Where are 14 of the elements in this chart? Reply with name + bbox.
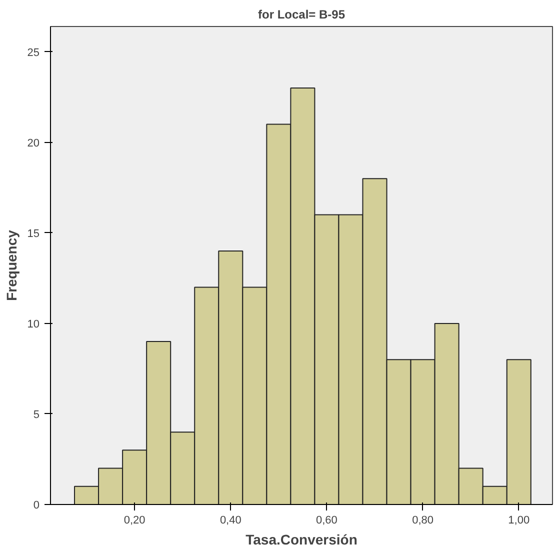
y-tick-label: 5: [33, 408, 40, 421]
x-tick-label: 0,80: [412, 514, 434, 526]
y-tick-label: 0: [33, 500, 40, 512]
y-tick-label: 15: [27, 228, 40, 240]
x-tick-label: 0,40: [220, 514, 242, 526]
chart-title: for Local= B-95: [258, 8, 346, 22]
y-tick-label: 10: [27, 318, 40, 330]
x-tick-label: 1,00: [508, 514, 530, 526]
y-tick-label: 20: [27, 137, 40, 150]
y-tick-label: 25: [27, 46, 40, 59]
y-axis-title: Frequency: [3, 230, 20, 301]
x-tick-label: 0,60: [316, 514, 338, 526]
x-tick-label: 0,20: [124, 514, 146, 526]
x-axis-title: Tasa.Conversión: [246, 532, 358, 548]
